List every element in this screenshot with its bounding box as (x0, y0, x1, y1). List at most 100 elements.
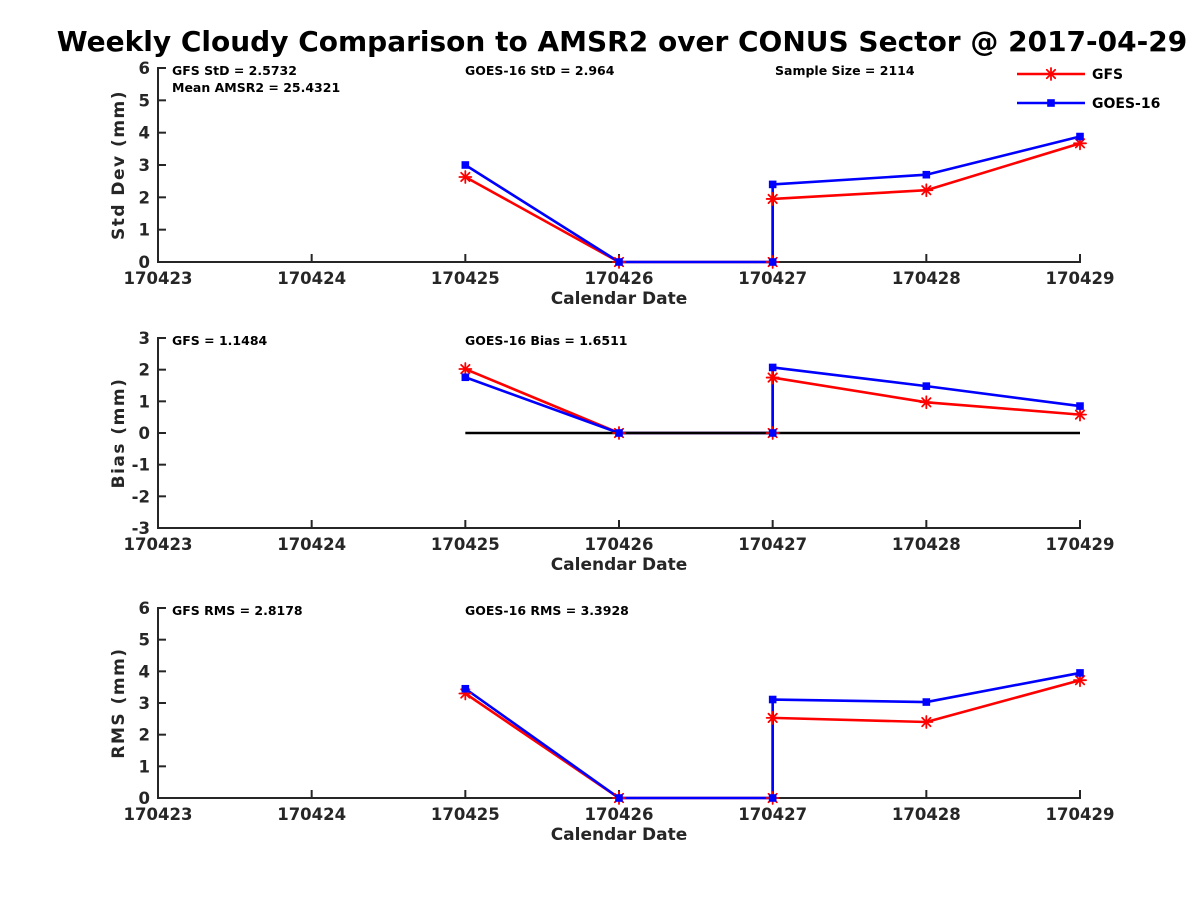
marker-gfs (919, 715, 934, 729)
x-axis-label: Calendar Date (551, 289, 688, 309)
marker-goes-16 (768, 180, 777, 189)
marker-gfs (765, 370, 780, 385)
x-tick-label: 170424 (277, 535, 346, 554)
marker-gfs (765, 192, 780, 206)
x-tick-label: 170426 (585, 805, 654, 824)
series-line-goes-16 (464, 671, 1081, 800)
figure-title: Weekly Cloudy Comparison to AMSR2 over C… (56, 25, 1188, 58)
x-tick-label: 170428 (892, 535, 961, 554)
marker-goes-16 (461, 684, 470, 693)
x-tick-label: 170429 (1046, 269, 1115, 288)
x-tick-label: 170423 (124, 805, 193, 824)
legend-marker-goes-16 (1047, 99, 1055, 107)
marker-goes-16 (768, 794, 777, 802)
series-line-goes-16 (464, 366, 1081, 435)
y-tick-label: 3 (139, 694, 150, 713)
axes: 170423 170424 170425 170426 170427 170428 1704… (124, 599, 1115, 824)
y-axis-label: Std Dev (mm) (109, 90, 129, 240)
legend: GFS GOES-16 (1017, 67, 1160, 112)
y-tick-label: 0 (139, 789, 150, 808)
x-tick-label: 170427 (738, 535, 807, 554)
marker-gfs (919, 183, 934, 198)
axes: 170423 170424 170425 170426 170427 170428 1704… (124, 59, 1115, 288)
stat-annotation: GFS StD = 2.5732 (172, 63, 297, 78)
marker-goes-16 (1076, 402, 1084, 410)
stat-annotation: Sample Size = 2114 (775, 63, 915, 78)
marker-gfs (458, 362, 473, 376)
x-tick-label: 170425 (431, 269, 500, 288)
marker-goes-16 (768, 258, 777, 266)
stat-annotation: GOES-16 StD = 2.964 (465, 63, 615, 78)
y-tick-label: 4 (139, 124, 150, 143)
y-tick-label: 5 (139, 91, 150, 110)
legend-marker-gfs (1044, 67, 1058, 81)
y-tick-label: -3 (132, 519, 150, 538)
x-tick-label: 170426 (585, 535, 654, 554)
marker-goes-16 (768, 363, 777, 372)
x-tick-label: 170428 (892, 805, 961, 824)
marker-goes-16 (922, 698, 931, 706)
marker-goes-16 (1076, 132, 1084, 141)
x-tick-label: 170423 (124, 535, 193, 554)
legend-label-goes-16: GOES-16 (1092, 96, 1160, 112)
y-axis-label: RMS (mm) (109, 647, 129, 758)
x-tick-label: 170427 (738, 805, 807, 824)
marker-goes-16 (461, 373, 470, 382)
legend-label-gfs: GFS (1092, 67, 1123, 83)
marker-goes-16 (768, 695, 777, 704)
series-line-goes-16 (464, 135, 1081, 264)
x-axis-label: Calendar Date (551, 555, 688, 575)
y-tick-label: 4 (139, 662, 150, 681)
y-tick-label: 3 (139, 156, 150, 175)
chart-bias: 170423 170424 170425 170426 170427 170428 1704… (109, 329, 1115, 575)
stat-annotation: GFS = 1.1484 (172, 333, 268, 348)
x-tick-label: 170426 (585, 269, 654, 288)
stat-annotation: GFS RMS = 2.8178 (172, 603, 303, 618)
y-tick-label: -1 (132, 456, 150, 475)
x-tick-label: 170424 (277, 269, 346, 288)
x-tick-label: 170427 (738, 269, 807, 288)
x-axis-label: Calendar Date (551, 825, 688, 845)
y-tick-label: 6 (139, 59, 150, 78)
stat-annotation: GOES-16 Bias = 1.6511 (465, 333, 627, 348)
y-tick-label: 6 (139, 599, 150, 618)
marker-goes-16 (768, 429, 777, 437)
y-tick-label: 2 (139, 361, 150, 380)
marker-gfs (1073, 673, 1087, 688)
marker-goes-16 (1076, 669, 1084, 677)
chart-rms: 170423 170424 170425 170426 170427 170428 1704… (109, 599, 1115, 845)
y-tick-label: -2 (132, 487, 150, 506)
y-tick-label: 2 (139, 726, 150, 745)
marker-gfs (458, 170, 473, 184)
axes: 170423 170424 170425 170426 170427 170428 1704… (124, 329, 1115, 554)
marker-goes-16 (922, 170, 931, 179)
x-tick-label: 170423 (124, 269, 193, 288)
y-tick-label: 0 (139, 424, 150, 443)
y-tick-label: 1 (139, 392, 150, 411)
y-tick-label: 3 (139, 329, 150, 348)
marker-goes-16 (461, 161, 470, 169)
chart-std-dev: 170423 170424 170425 170426 170427 170428 1704… (109, 59, 1160, 309)
marker-goes-16 (922, 382, 931, 390)
y-tick-label: 0 (139, 253, 150, 272)
marker-gfs (919, 395, 934, 410)
y-tick-label: 1 (139, 757, 150, 776)
y-tick-label: 1 (139, 221, 150, 240)
stat-annotation: GOES-16 RMS = 3.3928 (465, 603, 629, 618)
marker-goes-16 (615, 258, 623, 266)
x-tick-label: 170429 (1046, 805, 1115, 824)
x-tick-label: 170425 (431, 805, 500, 824)
stat-annotation: Mean AMSR2 = 25.4321 (172, 80, 340, 95)
x-tick-label: 170425 (431, 535, 500, 554)
marker-gfs (1073, 407, 1087, 422)
x-tick-label: 170429 (1046, 535, 1115, 554)
marker-gfs (765, 710, 780, 725)
x-tick-label: 170428 (892, 269, 961, 288)
y-axis-label: Bias (mm) (109, 378, 129, 489)
y-tick-label: 5 (139, 631, 150, 650)
y-tick-label: 2 (139, 188, 150, 207)
marker-goes-16 (615, 429, 623, 437)
x-tick-label: 170424 (277, 805, 346, 824)
marker-goes-16 (615, 794, 623, 802)
